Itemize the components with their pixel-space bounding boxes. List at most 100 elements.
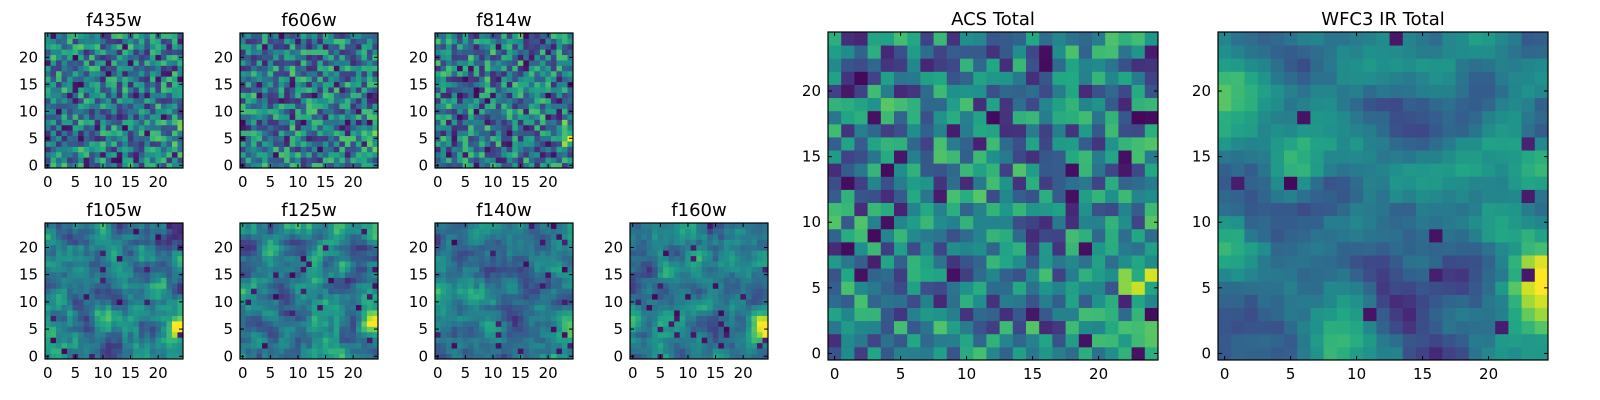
heatmap-cell [67, 141, 74, 147]
heatmap-cell [641, 337, 648, 344]
heatmap-cell [446, 337, 453, 344]
heatmap-cell [933, 268, 948, 282]
heatmap-cell [751, 282, 758, 289]
heatmap-cell [127, 293, 134, 300]
heatmap-cell [512, 124, 519, 131]
heatmap-cell [1118, 241, 1133, 256]
heatmap-cell [679, 223, 686, 229]
heatmap-cell [690, 250, 697, 257]
heatmap-cell [473, 223, 480, 229]
heatmap-cell [457, 33, 464, 39]
heatmap-cell [1105, 189, 1119, 204]
heatmap-cell [251, 277, 258, 284]
heatmap-cell [490, 228, 497, 235]
heatmap-cell [740, 239, 747, 246]
heatmap-cell [435, 304, 441, 311]
heatmap-cell [295, 299, 302, 306]
heatmap-cell [295, 81, 302, 88]
heatmap-cell [550, 320, 557, 327]
heatmap-cell [245, 135, 252, 142]
heatmap-cell [267, 282, 274, 289]
heatmap-cell [306, 92, 313, 99]
heatmap-cell [72, 342, 79, 349]
heatmap-cell [61, 282, 68, 289]
heatmap-cell [306, 266, 313, 273]
heatmap-cell [127, 43, 134, 50]
heatmap-cell [116, 342, 123, 349]
heatmap-cell [256, 239, 263, 246]
heatmap-cell [256, 38, 263, 45]
heatmap-cell [251, 92, 258, 99]
heatmap-cell [262, 87, 269, 93]
heatmap-cell [278, 60, 285, 66]
heatmap-cell [630, 282, 636, 289]
heatmap-cell [372, 228, 379, 235]
heatmap-cell [473, 54, 480, 61]
heatmap-cell [679, 326, 686, 333]
heatmap-cell [933, 255, 948, 269]
heatmap-cell [251, 353, 258, 360]
heatmap-cell [72, 124, 79, 131]
heatmap-cell [561, 141, 568, 147]
heatmap-cell [756, 261, 763, 267]
heatmap-cell [517, 299, 524, 306]
x-tick-label: 10 [288, 364, 307, 382]
heatmap-cell [999, 307, 1014, 322]
heatmap-cell [116, 304, 123, 311]
heatmap-cell [729, 255, 736, 262]
heatmap-cell [116, 92, 123, 99]
heatmap-cell [361, 304, 368, 311]
heatmap-cell [854, 268, 869, 282]
heatmap-cell [556, 60, 563, 66]
heatmap-cell [1026, 268, 1040, 282]
heatmap-cell [78, 337, 85, 344]
heatmap-cell [506, 49, 513, 56]
heatmap-cell [933, 320, 948, 335]
heatmap-cell [473, 326, 480, 333]
heatmap-cell [56, 43, 63, 50]
heatmap-cell [94, 65, 101, 72]
heatmap-cell [528, 310, 535, 316]
heatmap-cell [166, 266, 173, 273]
heatmap-cell [171, 92, 178, 99]
heatmap-cell [133, 331, 140, 338]
heatmap-cell [339, 135, 346, 142]
heatmap-cell [920, 163, 935, 177]
heatmap-cell [273, 162, 280, 169]
heatmap-cell [171, 130, 178, 137]
heatmap-cell [116, 310, 123, 316]
heatmap-cell [986, 320, 1001, 335]
heatmap-cell [729, 266, 736, 273]
heatmap-cell [111, 76, 118, 83]
heatmap-cell [67, 299, 74, 306]
heatmap-cell [56, 49, 63, 56]
heatmap-cell [446, 157, 453, 164]
heatmap-cell [685, 299, 692, 306]
heatmap-cell [78, 315, 85, 322]
heatmap-cell [440, 70, 447, 77]
heatmap-cell [523, 326, 530, 333]
heatmap-cell [317, 135, 324, 142]
heatmap-cell [946, 228, 961, 243]
heatmap-cell [484, 54, 491, 61]
heatmap-cell [100, 65, 107, 72]
heatmap-cell [333, 282, 340, 289]
heatmap-cell [267, 299, 274, 306]
heatmap-cell [144, 97, 151, 104]
heatmap-cell [273, 33, 280, 39]
heatmap-cell [344, 119, 351, 126]
heatmap-cell [116, 250, 123, 257]
heatmap-cell [339, 49, 346, 56]
heatmap-cell [506, 223, 513, 229]
heatmap-cell [366, 320, 373, 327]
heatmap-cell [267, 244, 274, 251]
heatmap-cell [72, 228, 79, 235]
heatmap-cell [251, 162, 258, 169]
heatmap-cell [479, 299, 486, 306]
heatmap-cell [663, 310, 670, 316]
heatmap-cell [160, 141, 167, 147]
heatmap-cell [89, 157, 96, 164]
heatmap-cell [83, 326, 90, 333]
heatmap-cell [45, 233, 51, 240]
heatmap-cell [267, 293, 274, 300]
